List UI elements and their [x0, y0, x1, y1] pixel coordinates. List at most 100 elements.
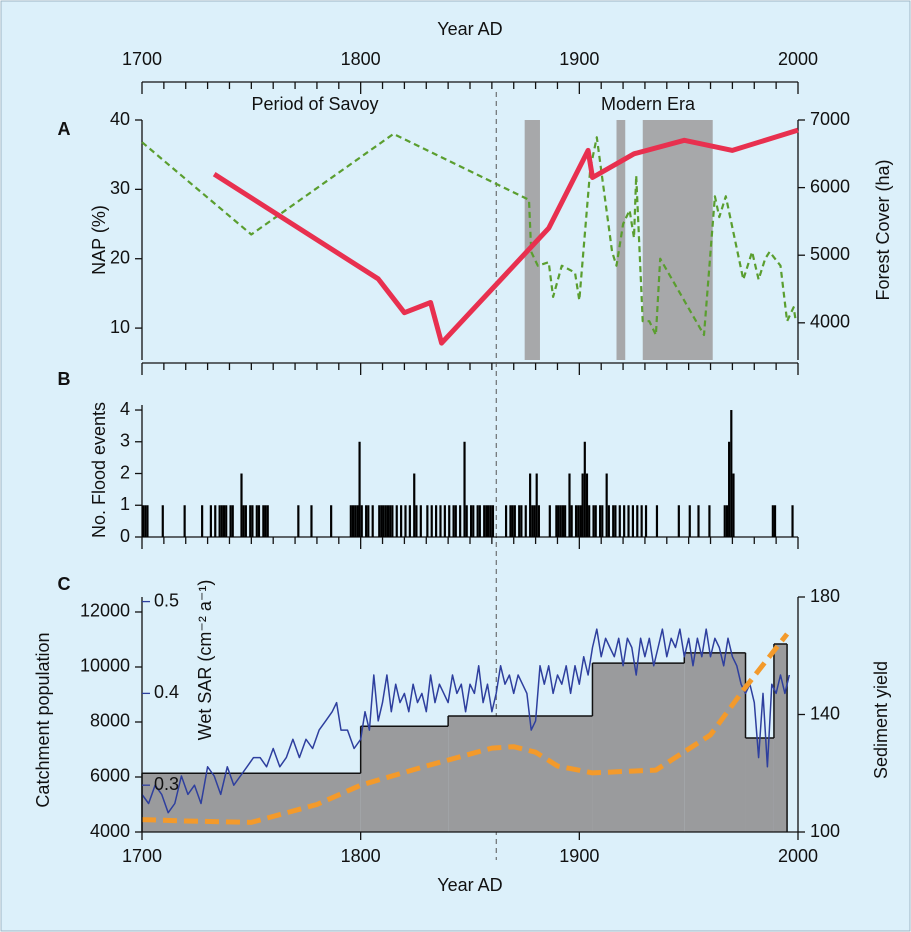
- bar: [561, 505, 565, 537]
- bar: [391, 505, 394, 537]
- bar: [419, 505, 422, 537]
- y-tick-label: 4: [120, 399, 130, 419]
- bar: [404, 505, 407, 537]
- bar: [262, 505, 265, 537]
- axis-title: NAP (%): [89, 205, 109, 275]
- bar: [430, 505, 433, 537]
- bar: [773, 505, 777, 537]
- bar: [465, 505, 468, 537]
- bar: [358, 441, 361, 537]
- bar: [483, 505, 486, 537]
- bar: [389, 505, 392, 537]
- bar: [489, 505, 492, 537]
- x-tick-label: 1900: [559, 49, 599, 69]
- y-tick-label: 8000: [90, 711, 130, 731]
- bar: [415, 505, 418, 537]
- data-line: [212, 127, 799, 346]
- bar: [382, 505, 385, 537]
- bar: [330, 505, 333, 537]
- axis-title: Forest Cover (ha): [873, 159, 893, 300]
- bar: [476, 505, 479, 537]
- x-tick-label: 1800: [341, 49, 381, 69]
- y2-tick-label: 7000: [810, 109, 850, 129]
- bar: [583, 441, 586, 537]
- bar: [351, 505, 355, 537]
- bar: [577, 505, 580, 537]
- bar: [529, 473, 532, 537]
- bar: [242, 505, 245, 537]
- bar: [463, 441, 466, 537]
- bar: [579, 505, 582, 537]
- panel-label: C: [58, 574, 71, 594]
- bar: [568, 473, 571, 537]
- bar: [623, 505, 626, 537]
- bar: [627, 505, 630, 537]
- bar: [535, 473, 538, 537]
- bar: [605, 473, 608, 537]
- bar: [435, 505, 438, 537]
- bar: [448, 505, 451, 537]
- bar: [730, 410, 733, 537]
- bar: [725, 505, 729, 537]
- y-tick-label: 4000: [90, 821, 130, 841]
- bar: [240, 473, 243, 537]
- bar: [443, 505, 446, 537]
- y-tick-label: 10000: [80, 656, 130, 676]
- bar: [229, 505, 232, 537]
- sediment-step: [684, 652, 746, 832]
- bar: [614, 505, 617, 537]
- sediment-step: [592, 663, 685, 832]
- bar: [264, 505, 267, 537]
- bar: [365, 505, 368, 537]
- x-tick-label: 1700: [122, 49, 162, 69]
- axis-title: Year AD: [437, 875, 502, 895]
- bar: [511, 505, 514, 537]
- bar: [371, 505, 374, 537]
- bar: [520, 505, 523, 537]
- bar: [408, 505, 411, 537]
- bar: [570, 505, 573, 537]
- y2-tick-label: 100: [810, 821, 840, 841]
- bar: [142, 505, 145, 537]
- y2-tick-label: 4000: [810, 312, 850, 332]
- bar: [161, 505, 164, 537]
- bar: [607, 505, 610, 537]
- bar: [257, 505, 261, 537]
- bar: [723, 505, 726, 537]
- bar: [612, 505, 615, 537]
- axis-title: Year AD: [437, 19, 502, 39]
- y-tick-label: 2: [120, 462, 130, 482]
- bar: [297, 505, 300, 537]
- bar: [225, 505, 228, 537]
- bar: [255, 505, 258, 537]
- bar: [677, 505, 680, 537]
- bar: [400, 505, 403, 537]
- bar: [360, 505, 363, 537]
- y-tick-label: 12000: [80, 601, 130, 621]
- bar: [574, 505, 578, 537]
- bar: [209, 505, 212, 537]
- bar: [644, 505, 648, 537]
- bar: [509, 505, 512, 537]
- bar: [548, 505, 551, 537]
- y3-tick-label: 0.4: [154, 682, 179, 702]
- bar: [531, 505, 534, 537]
- shaded-period: [616, 120, 626, 360]
- era-label: Modern Era: [601, 94, 696, 114]
- bar: [395, 505, 398, 537]
- bar: [384, 505, 387, 537]
- bar: [487, 505, 490, 537]
- bar: [367, 505, 370, 537]
- sediment-step: [745, 738, 774, 832]
- bar: [791, 505, 794, 537]
- bar: [524, 505, 527, 537]
- bar: [452, 505, 455, 537]
- y-tick-label: 6000: [90, 766, 130, 786]
- axis-title: Wet SAR (cm⁻² a⁻¹): [195, 580, 215, 741]
- bar: [518, 505, 521, 537]
- bar: [354, 505, 357, 537]
- axis-title: Catchment population: [33, 632, 53, 807]
- panel-label: A: [58, 119, 71, 139]
- y2-tick-label: 6000: [810, 176, 850, 196]
- era-label: Period of Savoy: [251, 94, 378, 114]
